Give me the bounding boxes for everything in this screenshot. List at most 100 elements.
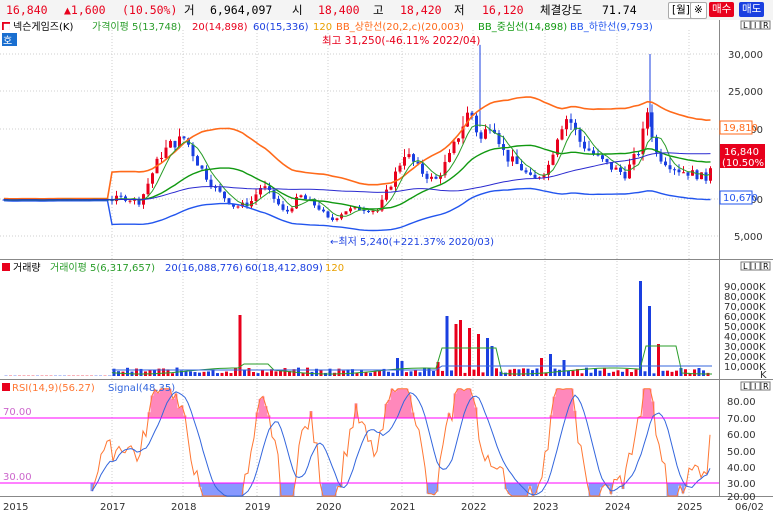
panel-buttons-volume[interactable]: L I R (741, 262, 770, 271)
volume-bar (225, 372, 228, 376)
candle-body (448, 153, 451, 162)
rsi-overbought-fill (400, 389, 403, 418)
low-value: 16,120 (482, 3, 524, 17)
volume-bar (171, 373, 174, 376)
candle-body (372, 211, 375, 212)
volume-bar (153, 370, 156, 376)
volume-bar (698, 368, 701, 376)
candle-body (237, 207, 240, 208)
rsi-oversold-fill (517, 483, 520, 496)
candle-body (678, 170, 681, 173)
rsi-oversold-fill (232, 483, 235, 496)
candle-body (318, 205, 321, 209)
candle-body (552, 155, 555, 165)
candle-body (291, 208, 294, 211)
candle-body (282, 204, 285, 210)
volume-bar (675, 371, 678, 376)
legend-vol-ma120: 120 (325, 263, 344, 274)
volume-bar (563, 360, 566, 376)
volume-bar (513, 369, 516, 376)
rsi-oversold-fill (286, 483, 289, 496)
legend-vol-ma20: 20(16,088,776) (165, 263, 243, 274)
volume-bar (626, 369, 629, 376)
candle-body (408, 154, 411, 157)
rsi-oversold-fill (220, 483, 223, 496)
candle-body (511, 156, 514, 161)
low-label: 저 (454, 2, 465, 18)
open-label: 시 (292, 2, 303, 18)
high-label: 고 (373, 2, 384, 18)
rsi-oversold-fill (595, 483, 598, 496)
panel-buttons-rsi[interactable]: L I R (741, 382, 770, 391)
volume-bar (194, 372, 197, 376)
rsi-level-70: 70.00 (3, 407, 32, 418)
volume-bar (653, 373, 656, 376)
svg-text:R: R (763, 21, 769, 30)
open-value: 18,400 (318, 3, 360, 17)
svg-text:80.00: 80.00 (727, 397, 756, 408)
volume-bar (189, 371, 192, 376)
svg-text:R: R (763, 262, 769, 271)
candle-body (385, 190, 388, 200)
volume-bar (396, 358, 399, 376)
candle-body (570, 119, 573, 123)
svg-text:L: L (743, 21, 748, 30)
rsi-oversold-fill (211, 483, 214, 496)
volume-bar (387, 372, 390, 376)
candle-body (457, 138, 460, 141)
candle-body (660, 153, 663, 162)
volume-bar (252, 372, 255, 376)
candle-body (673, 169, 676, 170)
volume-bar (693, 369, 696, 376)
svg-text:50.00: 50.00 (727, 447, 756, 458)
volume-bar (243, 370, 246, 376)
candle-body (484, 129, 487, 138)
volume-bar (230, 373, 233, 376)
panel-buttons-price[interactable]: L I R (741, 21, 770, 30)
price-tick: 5,000 (734, 232, 763, 243)
candle-body (579, 130, 582, 142)
sell-button[interactable]: 매도 (739, 2, 764, 17)
price-tick: 25,000 (728, 87, 763, 98)
candle-body (610, 162, 613, 169)
volume-bar (522, 368, 525, 376)
candle-body (619, 168, 622, 172)
volume-value: 6,964,097 (210, 3, 272, 17)
volume-bar (612, 372, 615, 376)
volume-bar (572, 371, 575, 376)
volume-legend: 거래량 거래이평 5(6,317,657) 20(16,088,776) 60(… (2, 262, 344, 274)
candle-body (277, 199, 280, 204)
buy-button[interactable]: 매수 (709, 2, 734, 17)
volume-bar (599, 371, 602, 376)
candle-body (588, 149, 591, 151)
volume-bar (536, 368, 539, 376)
candle-body (525, 170, 528, 172)
candle-body (169, 141, 172, 148)
candle-body (516, 156, 519, 164)
candle-body (583, 142, 586, 149)
legend-bb-mid: BB_중심선(14,898) (478, 21, 567, 33)
volume-bar (392, 373, 395, 376)
svg-text:40.00: 40.00 (727, 463, 756, 474)
volume-bar (468, 328, 471, 376)
candle-body (651, 112, 654, 137)
x-tick: 2020 (316, 502, 341, 513)
svg-text:R: R (763, 382, 769, 391)
x-tick: 2021 (390, 502, 415, 513)
volume-bar (464, 373, 467, 376)
volume-bar (266, 372, 269, 376)
current-price: 16,840 (6, 3, 48, 17)
quote-bar: 16,840 ▲1,600 (10.50%) 거 6,964,097 시 18,… (0, 0, 773, 21)
settings-button[interactable]: ※ (690, 2, 707, 19)
rsi-oversold-fill (514, 483, 517, 496)
x-tick: 2017 (100, 502, 125, 513)
candle-body (201, 166, 204, 169)
legend-vol-ma60: 60(18,412,809) (245, 263, 323, 274)
bb-lower-tag-text: 10,670 (723, 193, 758, 204)
rsi-overbought-fill (406, 389, 409, 418)
legend-signal: Signal(48.35) (108, 383, 175, 394)
volume-bar (185, 371, 188, 376)
price-change-pct: (10.50%) (122, 3, 177, 17)
rsi-overbought-fill (562, 389, 565, 418)
x-tick: 2024 (605, 502, 630, 513)
